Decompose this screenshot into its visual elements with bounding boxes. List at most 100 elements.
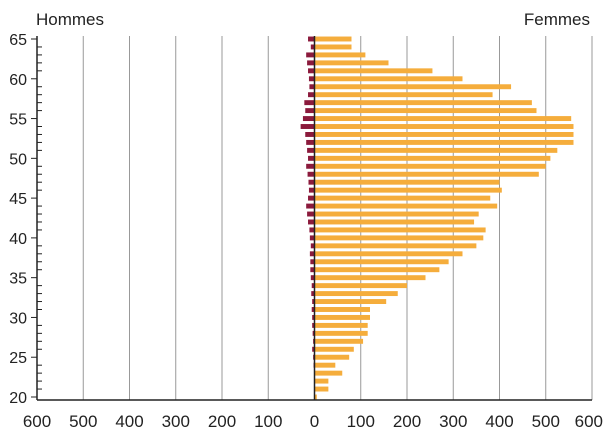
women-bar-age-55 bbox=[314, 116, 572, 122]
x-tick-label: 400 bbox=[485, 412, 513, 431]
men-bar-age-36 bbox=[310, 267, 315, 273]
x-tick-label: 100 bbox=[254, 412, 282, 431]
x-axis-tick-labels: 600 500 400 300 200 100 0 100 200 300 400 500 600 bbox=[23, 412, 603, 431]
women-bar-age-24 bbox=[314, 362, 336, 368]
women-bar-age-29 bbox=[314, 322, 368, 328]
y-tick-label: 20 bbox=[9, 390, 27, 407]
women-bar-age-44 bbox=[314, 203, 498, 209]
men-bar-age-53 bbox=[305, 132, 315, 137]
men-bar-age-28 bbox=[312, 330, 315, 336]
x-tick-label: 0 bbox=[310, 412, 319, 431]
y-tick-label: 40 bbox=[9, 231, 27, 248]
axes bbox=[31, 36, 592, 401]
women-bar-age-52 bbox=[314, 139, 574, 145]
men-bar-age-51 bbox=[307, 147, 315, 153]
women-bar-age-60 bbox=[314, 76, 463, 82]
men-bar-age-48 bbox=[307, 171, 315, 177]
x-tick-label: 400 bbox=[115, 412, 143, 431]
women-bar-age-21 bbox=[314, 386, 329, 392]
women-bar-age-37 bbox=[314, 259, 449, 265]
women-bar-age-41 bbox=[314, 227, 486, 233]
women-bar-age-30 bbox=[314, 314, 370, 320]
women-bar-age-43 bbox=[314, 211, 479, 217]
y-tick-label: 65 bbox=[9, 32, 27, 49]
men-bar-age-34 bbox=[311, 283, 315, 289]
women-bars bbox=[314, 36, 574, 400]
women-bar-age-59 bbox=[314, 84, 512, 90]
men-bar-age-43 bbox=[307, 211, 315, 217]
men-bar-age-35 bbox=[310, 275, 315, 281]
women-bar-age-56 bbox=[314, 108, 537, 114]
women-bar-age-20 bbox=[314, 394, 317, 400]
men-bar-age-62 bbox=[307, 60, 315, 66]
men-bar-age-26 bbox=[312, 346, 315, 352]
women-bar-age-45 bbox=[314, 195, 491, 201]
men-bar-age-65 bbox=[308, 36, 315, 42]
y-tick-label: 35 bbox=[9, 271, 27, 288]
y-tick-label: 60 bbox=[9, 72, 27, 89]
men-bar-age-37 bbox=[310, 259, 315, 265]
men-bar-age-46 bbox=[308, 187, 315, 193]
women-bar-age-53 bbox=[314, 132, 574, 137]
y-tick-label: 50 bbox=[9, 151, 27, 168]
x-tick-label: 600 bbox=[575, 412, 603, 431]
women-bar-age-28 bbox=[314, 330, 368, 336]
x-tick-label: 500 bbox=[69, 412, 97, 431]
women-bar-age-42 bbox=[314, 219, 475, 225]
right-side-label: Femmes bbox=[524, 10, 590, 29]
men-bar-age-60 bbox=[308, 76, 315, 82]
men-bar-age-32 bbox=[312, 299, 315, 304]
men-bar-age-31 bbox=[311, 307, 315, 312]
men-bar-age-38 bbox=[309, 251, 315, 257]
women-bar-age-39 bbox=[314, 243, 477, 249]
y-axis-tick-labels: 20 25 30 35 40 45 50 55 60 65 bbox=[9, 32, 27, 407]
women-bar-age-27 bbox=[314, 338, 364, 344]
left-side-label: Hommes bbox=[36, 10, 104, 29]
men-bar-age-33 bbox=[311, 291, 315, 297]
men-bar-age-58 bbox=[308, 92, 315, 98]
women-bar-age-25 bbox=[314, 354, 350, 360]
men-bar-age-39 bbox=[310, 243, 315, 249]
men-bar-age-49 bbox=[306, 163, 315, 169]
women-bar-age-57 bbox=[314, 100, 532, 106]
men-bar-age-30 bbox=[312, 314, 315, 320]
men-bar-age-41 bbox=[309, 227, 315, 233]
women-bar-age-65 bbox=[314, 36, 352, 42]
x-tick-label: 300 bbox=[162, 412, 190, 431]
y-tick-label: 30 bbox=[9, 310, 27, 327]
women-bar-age-40 bbox=[314, 235, 484, 241]
x-tick-label: 100 bbox=[347, 412, 375, 431]
women-bar-age-32 bbox=[314, 299, 387, 304]
vertical-gridlines bbox=[36, 36, 593, 400]
men-bar-age-29 bbox=[312, 322, 315, 328]
x-tick-label: 200 bbox=[393, 412, 421, 431]
men-bar-age-47 bbox=[308, 179, 315, 185]
women-bar-age-50 bbox=[314, 155, 551, 161]
women-bar-age-51 bbox=[314, 147, 558, 153]
women-bar-age-22 bbox=[314, 378, 329, 384]
men-bar-age-40 bbox=[309, 235, 315, 241]
y-tick-label: 55 bbox=[9, 112, 27, 129]
men-bar-age-61 bbox=[308, 68, 315, 74]
women-bar-age-23 bbox=[314, 370, 343, 376]
women-bar-age-33 bbox=[314, 291, 398, 297]
women-bar-age-38 bbox=[314, 251, 463, 257]
men-bar-age-52 bbox=[306, 139, 315, 145]
men-bar-age-64 bbox=[310, 44, 315, 50]
men-bar-age-55 bbox=[302, 116, 315, 122]
women-bar-age-54 bbox=[314, 124, 574, 129]
men-bar-age-45 bbox=[308, 195, 315, 201]
women-bar-age-34 bbox=[314, 283, 407, 289]
men-bar-age-42 bbox=[308, 219, 315, 225]
women-bar-age-61 bbox=[314, 68, 433, 74]
men-bar-age-56 bbox=[305, 108, 315, 114]
women-bar-age-49 bbox=[314, 163, 546, 169]
men-bar-age-50 bbox=[308, 155, 315, 161]
x-tick-label: 300 bbox=[439, 412, 467, 431]
men-bars bbox=[300, 36, 315, 368]
women-bar-age-31 bbox=[314, 307, 370, 312]
x-tick-label: 200 bbox=[208, 412, 236, 431]
women-bar-age-47 bbox=[314, 179, 500, 185]
men-bar-age-54 bbox=[300, 124, 315, 129]
women-bar-age-36 bbox=[314, 267, 440, 273]
